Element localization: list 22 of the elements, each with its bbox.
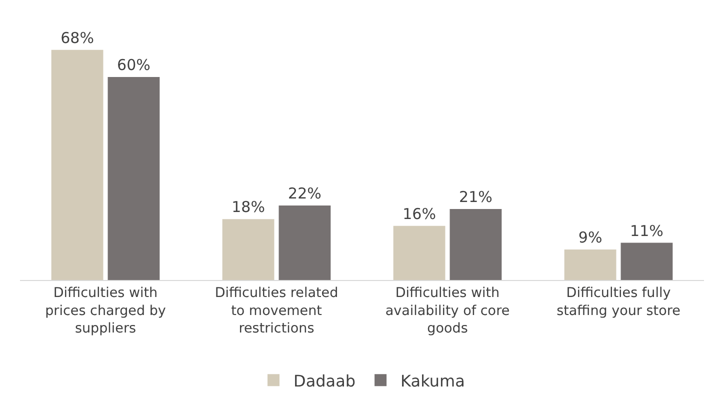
- legend-label: Kakuma: [400, 371, 465, 390]
- bar: [450, 208, 502, 280]
- bar: [51, 50, 104, 280]
- x-tick-label: Difficulties with availability of core goods: [385, 285, 510, 336]
- data-label: 18%: [232, 198, 265, 216]
- legend-label: Dadaab: [294, 371, 356, 390]
- bar: [393, 226, 446, 280]
- bar: [620, 242, 673, 280]
- data-label: 16%: [402, 204, 436, 223]
- bar: [278, 206, 331, 280]
- bar: [108, 76, 160, 280]
- x-tick-label: Difficulties with prices charged by suppliers: [45, 285, 166, 336]
- bar: [564, 250, 616, 280]
- data-label: 9%: [578, 228, 602, 247]
- data-label: 21%: [459, 188, 492, 206]
- x-tick-label: Difficulties related to movement restrictions: [214, 285, 338, 336]
- data-label: 68%: [60, 28, 94, 47]
- data-label: 60%: [117, 56, 150, 74]
- x-tick-label: Difficulties fully staffing your store: [556, 285, 680, 319]
- bar: [222, 219, 274, 280]
- data-label: 11%: [630, 222, 664, 240]
- data-label: 22%: [288, 184, 322, 203]
